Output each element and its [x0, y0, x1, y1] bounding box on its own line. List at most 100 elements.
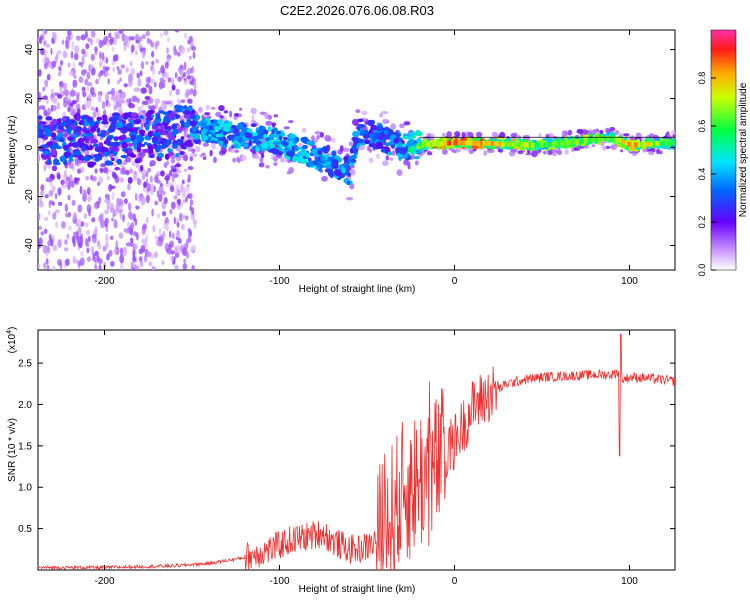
- ridge-segment: [574, 139, 578, 145]
- ridge-point: [115, 121, 124, 129]
- noise-point: [48, 190, 54, 197]
- ridge-segment: [455, 140, 458, 146]
- band-point: [127, 176, 133, 184]
- noise-point: [38, 69, 42, 77]
- ridge-segment: [627, 141, 630, 147]
- band-point: [538, 132, 542, 138]
- noise-point: [85, 229, 91, 236]
- noise-point: [193, 84, 197, 90]
- band-point: [564, 149, 569, 155]
- noise-point: [170, 250, 175, 255]
- noise-point: [90, 106, 95, 111]
- ridge-segment: [579, 138, 582, 144]
- colorbar-gradient: [710, 29, 737, 271]
- band-point: [288, 120, 294, 124]
- ridge-segment: [493, 141, 496, 147]
- ridge-point: [43, 127, 51, 133]
- noise-point: [150, 79, 155, 84]
- band-point: [140, 164, 144, 172]
- ridge-point: [335, 155, 340, 159]
- noise-point: [107, 202, 111, 208]
- ridge-point: [352, 137, 359, 145]
- noise-point: [99, 51, 102, 60]
- ridge-point: [81, 133, 88, 137]
- band-point: [154, 98, 161, 104]
- noise-point: [91, 30, 96, 38]
- noise-point: [180, 46, 186, 55]
- ridge-segment: [497, 141, 500, 147]
- ridge-segment: [427, 142, 431, 147]
- noise-point: [151, 208, 154, 217]
- band-point: [339, 145, 344, 152]
- noise-point: [90, 246, 95, 251]
- ridge-point: [133, 118, 142, 125]
- noise-point: [107, 78, 110, 85]
- ridge-segment: [621, 139, 624, 145]
- ridge-point: [349, 154, 358, 160]
- band-point: [385, 155, 389, 161]
- noise-point: [81, 48, 86, 55]
- ridge-point: [145, 117, 154, 121]
- ridge-point: [96, 155, 103, 161]
- noise-point: [145, 83, 150, 88]
- noise-point: [156, 239, 160, 246]
- noise-point: [110, 36, 114, 43]
- noise-point: [170, 158, 175, 164]
- noise-point: [151, 60, 155, 66]
- spectrogram-y-label: Frequency (Hz): [7, 116, 18, 185]
- noise-point: [130, 61, 133, 67]
- ridge-point: [285, 150, 294, 157]
- band-point: [620, 149, 624, 153]
- noise-point: [95, 78, 99, 85]
- band-point: [396, 169, 403, 177]
- noise-point: [146, 183, 151, 192]
- ridge-point: [79, 119, 84, 125]
- ridge-point: [184, 140, 191, 145]
- ridge-segment: [511, 141, 515, 147]
- noise-point: [117, 68, 122, 75]
- band-point: [239, 107, 243, 111]
- ridge-point: [192, 133, 201, 140]
- noise-point: [40, 47, 45, 56]
- noise-point: [38, 36, 43, 44]
- noise-point: [86, 256, 91, 262]
- band-point: [195, 145, 201, 153]
- noise-point: [187, 146, 193, 152]
- band-point: [376, 153, 380, 159]
- noise-point: [140, 244, 146, 252]
- ridge-point: [357, 118, 364, 123]
- ridge-point: [187, 114, 191, 118]
- noise-point: [167, 36, 170, 43]
- band-point: [82, 91, 87, 98]
- band-point: [42, 95, 48, 101]
- noise-point: [72, 61, 76, 70]
- x-tick-label: -200: [94, 276, 114, 287]
- noise-point: [38, 263, 41, 269]
- noise-point: [115, 202, 120, 212]
- noise-point: [94, 263, 97, 270]
- ridge-segment: [631, 142, 634, 148]
- ridge-point: [198, 121, 204, 127]
- noise-point: [179, 64, 183, 70]
- noise-point: [43, 109, 48, 117]
- ridge-segment: [453, 140, 456, 146]
- ridge-segment: [461, 140, 464, 146]
- band-point: [331, 137, 336, 143]
- band-point: [259, 157, 264, 163]
- ridge-point: [402, 154, 408, 159]
- noise-point: [87, 235, 91, 243]
- band-point: [301, 127, 307, 133]
- noise-point: [39, 196, 42, 204]
- ridge-point: [121, 134, 127, 140]
- ridge-segment: [623, 140, 626, 145]
- ridge-point: [38, 115, 43, 120]
- band-point: [250, 107, 257, 115]
- noise-point: [86, 204, 92, 213]
- band-point: [161, 82, 166, 89]
- noise-point: [177, 238, 182, 244]
- band-point: [182, 154, 189, 161]
- ridge-point: [241, 126, 248, 133]
- band-point: [187, 174, 191, 181]
- ridge-segment: [430, 141, 433, 147]
- ridge-point: [267, 126, 272, 132]
